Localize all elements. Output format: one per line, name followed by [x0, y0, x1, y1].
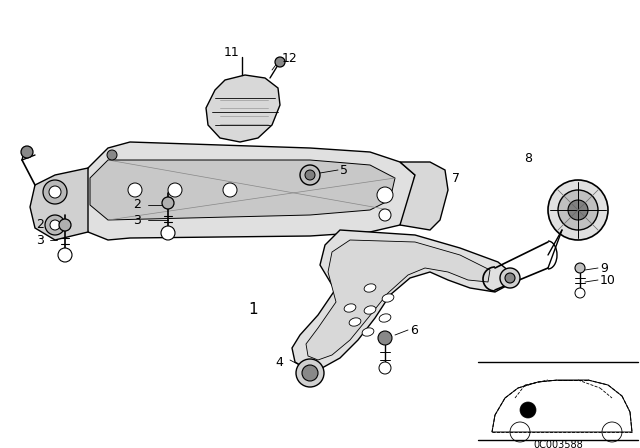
Circle shape — [161, 226, 175, 240]
Polygon shape — [30, 168, 88, 240]
Circle shape — [107, 150, 117, 160]
Circle shape — [58, 248, 72, 262]
Polygon shape — [400, 162, 448, 230]
Polygon shape — [90, 160, 395, 220]
Ellipse shape — [382, 294, 394, 302]
Text: 9: 9 — [600, 262, 608, 275]
Text: 7: 7 — [452, 172, 460, 185]
Circle shape — [575, 263, 585, 273]
Circle shape — [379, 209, 391, 221]
Circle shape — [377, 187, 393, 203]
Circle shape — [275, 57, 285, 67]
Ellipse shape — [364, 306, 376, 314]
Text: 2: 2 — [36, 219, 44, 232]
Ellipse shape — [344, 304, 356, 312]
Circle shape — [21, 146, 33, 158]
Circle shape — [505, 273, 515, 283]
Ellipse shape — [362, 328, 374, 336]
Circle shape — [59, 219, 71, 231]
Circle shape — [45, 215, 65, 235]
Ellipse shape — [379, 314, 391, 322]
Text: 5: 5 — [340, 164, 348, 177]
Polygon shape — [306, 240, 490, 360]
Circle shape — [223, 183, 237, 197]
Circle shape — [302, 365, 318, 381]
Circle shape — [168, 183, 182, 197]
Text: 3: 3 — [36, 233, 44, 246]
Circle shape — [128, 183, 142, 197]
Text: 6: 6 — [410, 323, 418, 336]
Text: 11: 11 — [224, 46, 240, 59]
Ellipse shape — [349, 318, 361, 326]
Text: 10: 10 — [600, 273, 616, 287]
Text: 0C003588: 0C003588 — [533, 440, 583, 448]
Circle shape — [575, 288, 585, 298]
Text: 8: 8 — [524, 151, 532, 164]
Circle shape — [500, 268, 520, 288]
Circle shape — [548, 180, 608, 240]
Circle shape — [379, 362, 391, 374]
Circle shape — [378, 331, 392, 345]
Text: 12: 12 — [282, 52, 298, 65]
Text: 3: 3 — [133, 214, 141, 227]
Text: 4: 4 — [275, 357, 283, 370]
Circle shape — [305, 170, 315, 180]
Text: 1: 1 — [248, 302, 258, 318]
Circle shape — [300, 165, 320, 185]
Polygon shape — [292, 230, 510, 370]
Circle shape — [43, 180, 67, 204]
Text: 2: 2 — [133, 198, 141, 211]
Circle shape — [568, 200, 588, 220]
Ellipse shape — [364, 284, 376, 292]
Circle shape — [162, 197, 174, 209]
Circle shape — [50, 220, 60, 230]
Polygon shape — [206, 75, 280, 142]
Circle shape — [296, 359, 324, 387]
Circle shape — [520, 402, 536, 418]
Polygon shape — [80, 142, 415, 240]
Circle shape — [49, 186, 61, 198]
Circle shape — [558, 190, 598, 230]
